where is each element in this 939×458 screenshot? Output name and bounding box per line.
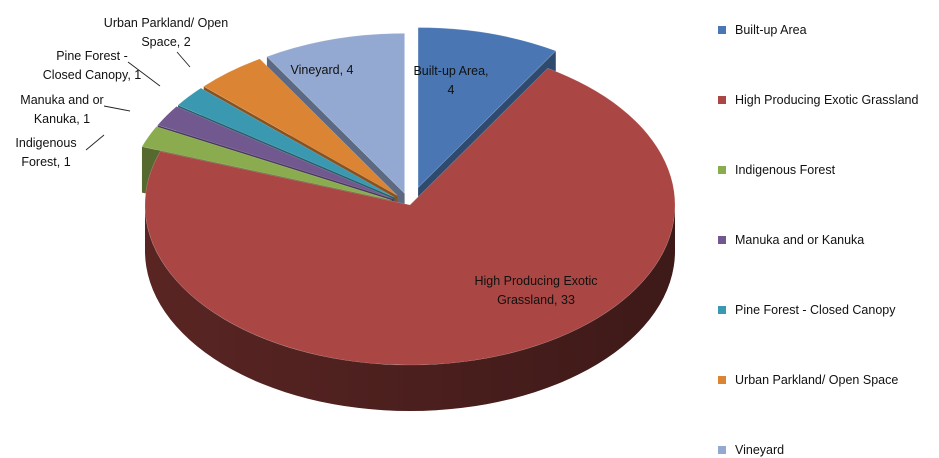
pie-slice-indigenous-forest: [141, 126, 392, 201]
legend-label: High Producing Exotic Grassland: [735, 93, 919, 107]
legend-item-vineyard: Vineyard: [718, 442, 784, 458]
pie-slice-manuka-and-or-kanuka: [157, 106, 394, 200]
leader-line-manuka-and-or-kanuka: [103, 105, 131, 112]
legend-item-indigenous-forest: Indigenous Forest: [718, 162, 835, 178]
data-labels: Built-up Area, 4 High Producing Exotic Gras…: [15, 16, 597, 307]
data-label-line: Pine Forest -: [56, 49, 128, 63]
legend-swatch: [718, 236, 726, 244]
legend-swatch: [718, 166, 726, 174]
data-label-manuka-and-or-kanuka: Manuka and or Kanuka, 1: [20, 93, 103, 126]
pie-tops: [141, 27, 676, 366]
data-label-line: Urban Parkland/ Open: [104, 16, 228, 30]
legend-label: Pine Forest - Closed Canopy: [735, 303, 896, 317]
data-label-line: High Producing Exotic: [475, 274, 598, 288]
leader-line-indigenous-forest: [85, 134, 105, 151]
legend-swatch: [718, 376, 726, 384]
data-label-line: Vineyard, 4: [290, 63, 353, 77]
legend-item-pine-forest-closed-canopy: Pine Forest - Closed Canopy: [718, 302, 896, 318]
legend-label: Indigenous Forest: [735, 163, 836, 177]
leader-line-urban-parkland-open-space: [176, 51, 191, 68]
data-label-line: Built-up Area,: [413, 64, 488, 78]
data-label-line: Indigenous: [15, 136, 76, 150]
legend-label: Built-up Area: [735, 23, 807, 37]
legend-swatch: [718, 306, 726, 314]
legend-swatch: [718, 96, 726, 104]
label-leaders: [85, 51, 191, 151]
legend-label: Vineyard: [735, 443, 785, 457]
legend-swatch: [718, 26, 726, 34]
legend-item-manuka-and-or-kanuka: Manuka and or Kanuka: [718, 232, 864, 248]
legend-item-urban-parkland-open-space: Urban Parkland/ Open Space: [718, 372, 898, 388]
data-label-pine-forest-closed-canopy: Pine Forest - Closed Canopy, 1: [43, 49, 141, 82]
data-label-line: Grassland, 33: [497, 293, 575, 307]
data-label-line: Forest, 1: [21, 155, 70, 169]
pie-slice-urban-parkland-open-space: [203, 58, 398, 196]
pie-slice-high-producing-exotic-grassland: [144, 67, 676, 366]
legend-item-built-up-area: Built-up Area: [718, 22, 807, 38]
slice-rim-shade-high-producing-exotic-grassland: [145, 205, 675, 411]
data-label-urban-parkland-open-space: Urban Parkland/ Open Space, 2: [104, 16, 228, 49]
data-label-line: Manuka and or: [20, 93, 103, 107]
data-label-line: 4: [448, 83, 455, 97]
data-label-indigenous-forest: Indigenous Forest, 1: [15, 136, 76, 169]
data-label-line: Closed Canopy, 1: [43, 68, 141, 82]
pie-slice-vineyard: [266, 33, 405, 195]
legend-swatch: [718, 446, 726, 454]
data-label-line: Space, 2: [141, 35, 190, 49]
pie-slice-pine-forest-closed-canopy: [177, 87, 395, 198]
legend-label: Manuka and or Kanuka: [735, 233, 865, 247]
data-label-built-up-area: Built-up Area, 4: [413, 64, 488, 97]
data-label-line: Kanuka, 1: [34, 112, 90, 126]
leader-line-pine-forest-closed-canopy: [127, 61, 161, 87]
legend-item-high-producing-exotic-grassland: High Producing Exotic Grassland: [718, 92, 918, 108]
legend-label: Urban Parkland/ Open Space: [735, 373, 899, 387]
pie-slice-built-up-area: [417, 27, 557, 189]
data-label-high-producing-exotic-grassland: High Producing Exotic Grassland, 33: [475, 274, 598, 307]
data-label-vineyard: Vineyard, 4: [290, 63, 353, 77]
